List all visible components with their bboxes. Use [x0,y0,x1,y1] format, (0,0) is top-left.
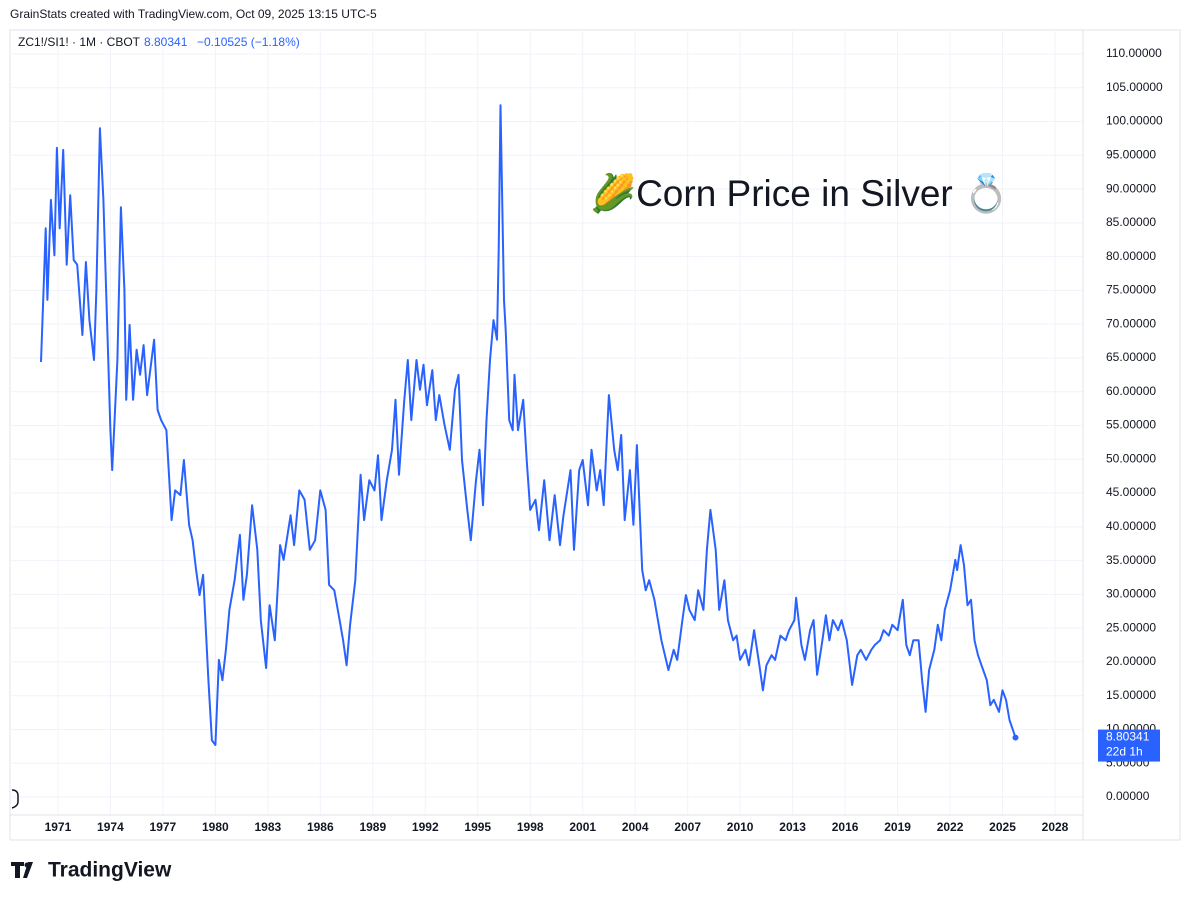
y-tick-label: 110.00000 [1106,46,1162,60]
x-tick-label: 2004 [622,820,649,834]
x-tick-label: 2025 [989,820,1016,834]
y-tick-label: 55.00000 [1106,418,1156,432]
x-tick-label: 1977 [150,820,177,834]
x-tick-label: 1989 [359,820,386,834]
x-tick-label: 1974 [97,820,124,834]
annotation: 🌽Corn Price in Silver 💍 [590,171,1009,216]
last-point [1012,734,1019,741]
brand: TradingView [48,859,172,882]
x-tick-label: 1992 [412,820,439,834]
y-tick-label: 75.00000 [1106,283,1156,297]
y-tick-label: 25.00000 [1106,620,1156,634]
x-tick-label: 1980 [202,820,229,834]
last-price: 8.80341 [144,35,188,49]
countdown: 22d 1h [1106,745,1143,759]
logo: TradingView [11,859,172,882]
x-tick-label: 1986 [307,820,334,834]
y-tick-label: 70.00000 [1106,316,1156,330]
chart-frame [9,29,1181,841]
y-tick-label: 40.00000 [1106,519,1156,533]
change: −0.10525 (−1.18%) [197,35,300,49]
y-tick-label: 90.00000 [1106,181,1156,195]
y-tick-label: 85.00000 [1106,215,1156,229]
x-tick-label: 2028 [1042,820,1069,834]
y-tick-label: 100.00000 [1106,114,1163,128]
y-tick-label: 35.00000 [1106,553,1156,567]
y-tick-label: 30.00000 [1106,587,1156,601]
grid [10,30,1083,815]
x-tick-label: 2010 [727,820,754,834]
x-tick-label: 1995 [464,820,491,834]
x-tick-label: 1983 [254,820,281,834]
x-tick-label: 2019 [884,820,911,834]
x-tick-label: 2016 [832,820,859,834]
x-tick-label: 2013 [779,820,806,834]
price-line [40,104,1017,746]
x-tick-label: 2007 [674,820,701,834]
y-tick-label: 80.00000 [1106,249,1156,263]
x-tick-label: 1971 [45,820,72,834]
y-tick-label: 20.00000 [1106,654,1156,668]
symbol: ZC1!/SI1! · 1M · CBOT [18,35,141,49]
x-tick-label: 1998 [517,820,544,834]
y-tick-label: 50.00000 [1106,451,1156,465]
x-tick-label: 2022 [937,820,964,834]
y-tick-label: 15.00000 [1106,688,1156,702]
price-label-bg [1098,729,1160,762]
header: GrainStats created with TradingView.com,… [10,7,377,21]
x-tick-label: 2001 [569,820,596,834]
price-label: 8.80341 [1106,730,1150,744]
ruler-icon[interactable] [11,789,19,809]
y-tick-label: 95.00000 [1106,147,1156,161]
y-tick-label: 0.00000 [1106,789,1150,803]
y-tick-label: 65.00000 [1106,350,1156,364]
y-tick-label: 105.00000 [1106,80,1163,94]
y-tick-label: 60.00000 [1106,384,1156,398]
y-tick-label: 45.00000 [1106,485,1156,499]
